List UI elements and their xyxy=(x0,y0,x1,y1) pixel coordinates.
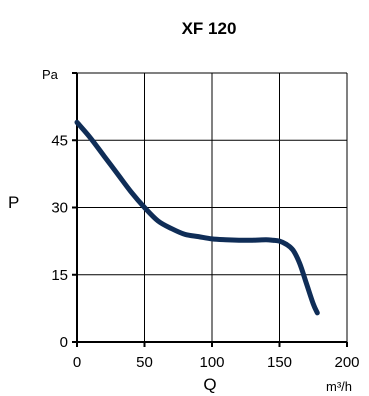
x-tick-label: 100 xyxy=(199,354,224,371)
x-axis-label: Q xyxy=(203,375,216,394)
x-tick-label: 0 xyxy=(73,354,81,371)
grid xyxy=(77,72,348,342)
x-tick-label: 200 xyxy=(334,354,359,371)
chart-title: XF 120 xyxy=(182,19,237,38)
series-line xyxy=(74,119,320,316)
y-axis-label: P xyxy=(8,193,19,212)
x-tick-label: 150 xyxy=(267,354,292,371)
y-unit-label: Pa xyxy=(42,67,59,82)
y-tick-label: 30 xyxy=(51,200,68,217)
x-unit-label: m³/h xyxy=(326,379,352,394)
x-tick-label: 50 xyxy=(136,354,153,371)
y-tick-label: 0 xyxy=(60,334,68,351)
y-tick-label: 15 xyxy=(51,267,68,284)
y-tick-label: 45 xyxy=(51,132,68,149)
axes xyxy=(72,72,348,347)
series xyxy=(74,119,320,316)
tick-labels: 0 50 100 150 200 0 15 30 45 xyxy=(51,132,359,371)
